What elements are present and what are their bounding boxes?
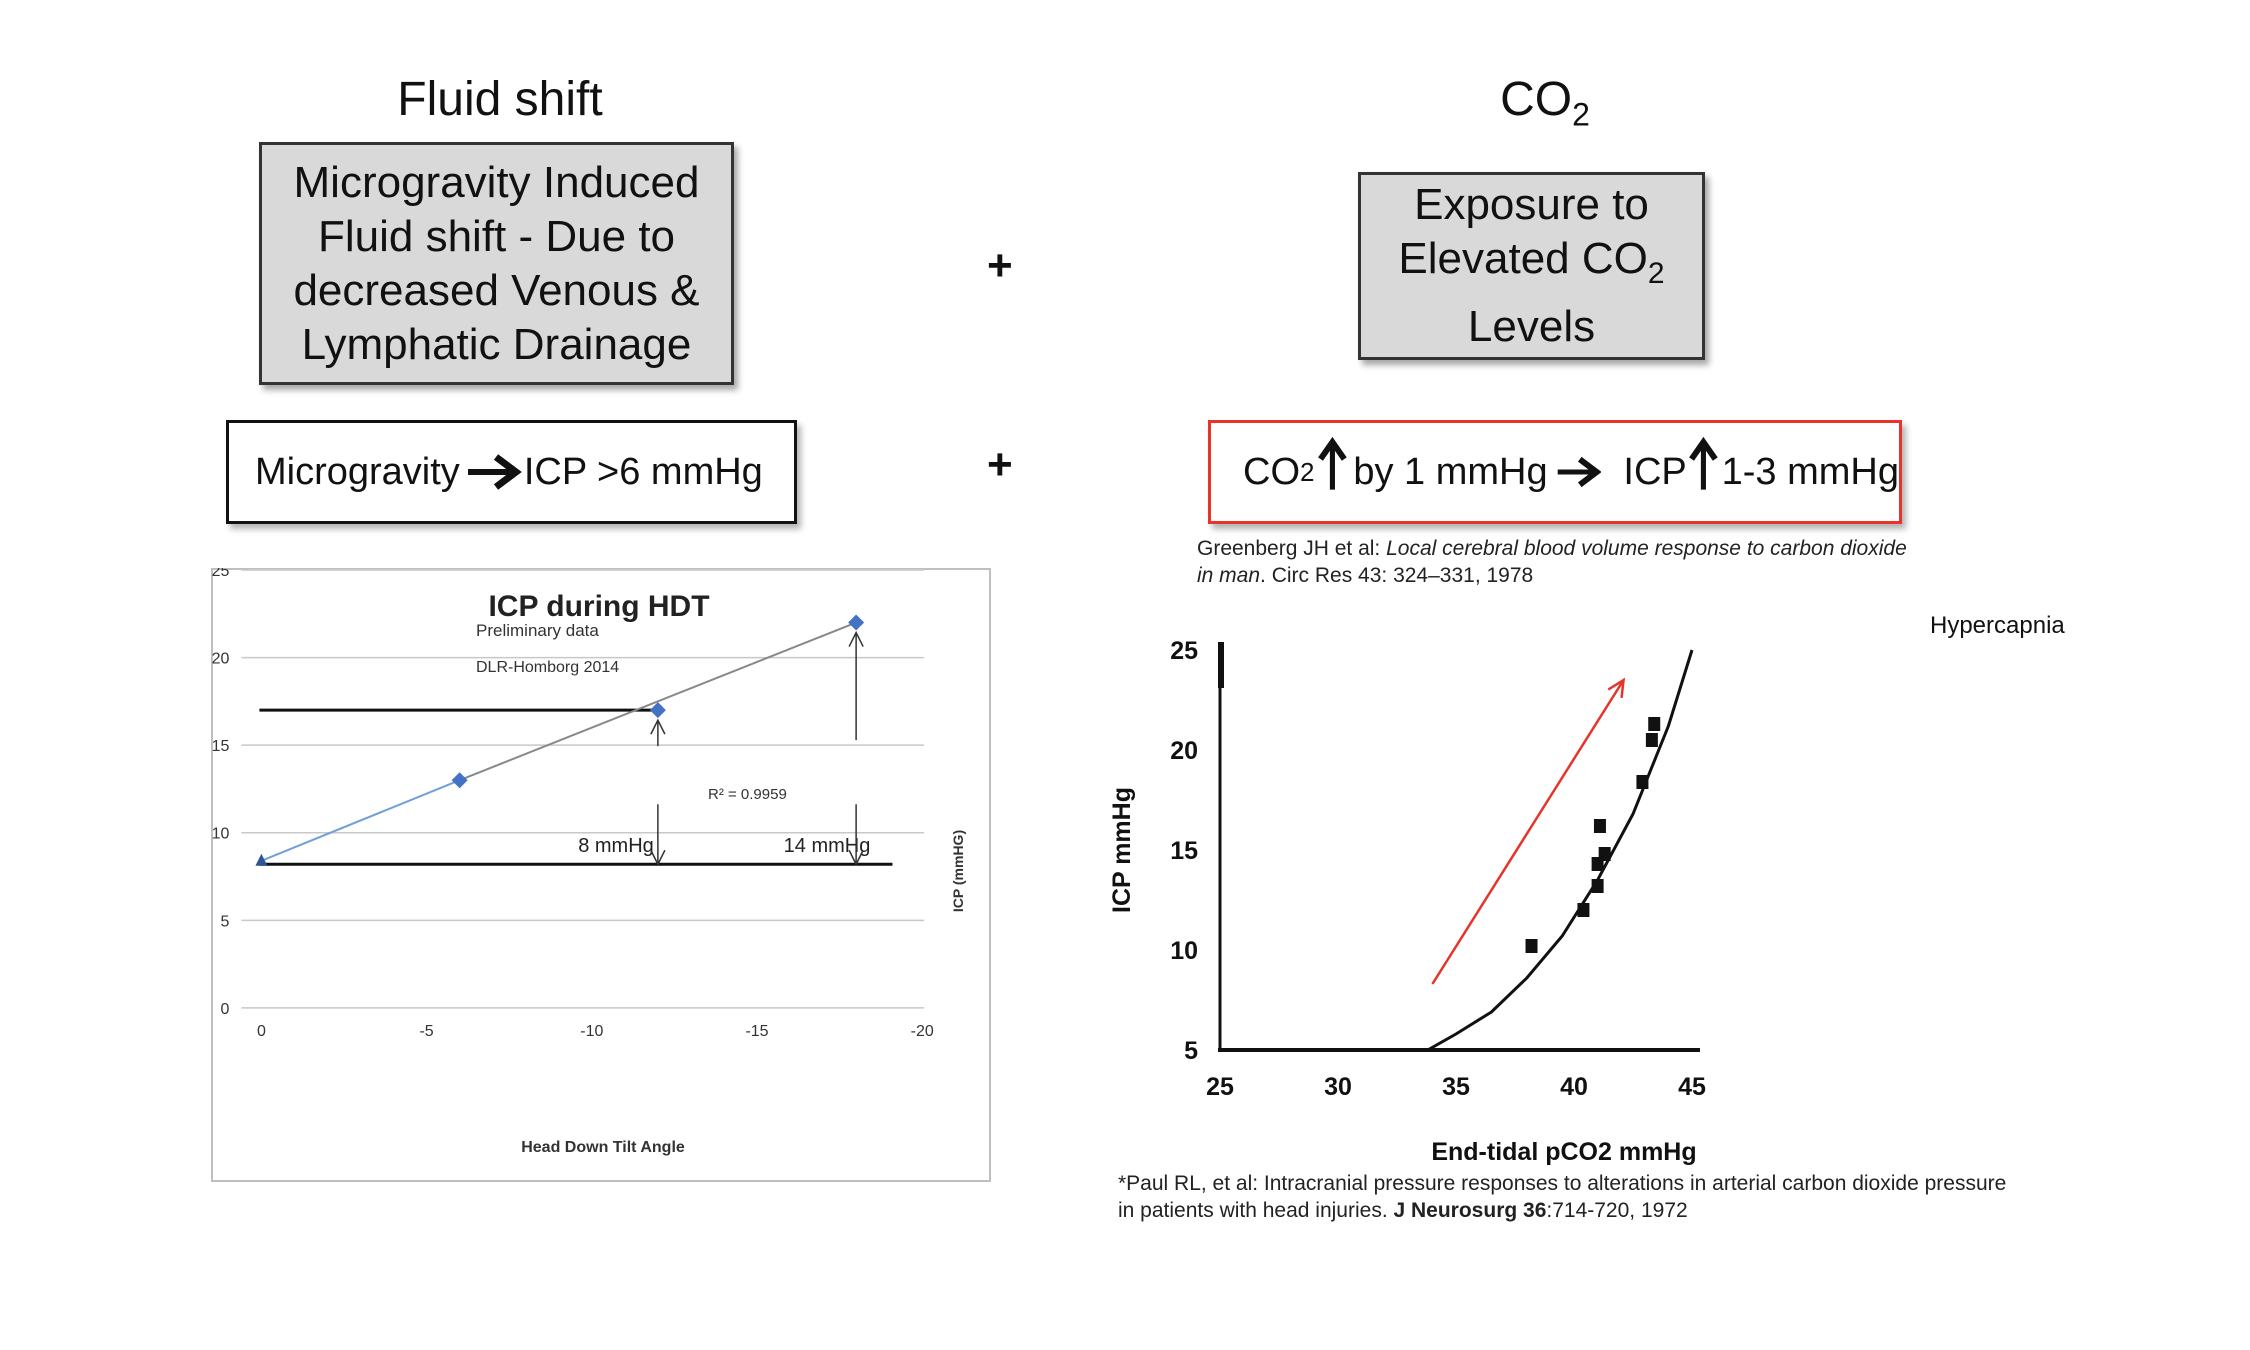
arrow-down-8mmhg-head: [650, 849, 666, 866]
co2-box-line: Levels: [1467, 302, 1596, 352]
y-tick-label: 10: [212, 826, 230, 843]
formula-microgravity: Microgravity: [255, 450, 460, 493]
data-point: [649, 702, 666, 719]
trend-arrow: [1431, 679, 1625, 985]
fluid-shift-line: Microgravity Induced: [293, 157, 700, 207]
y-tick-label: 10: [1170, 937, 1198, 965]
formula-icp: ICP: [1623, 450, 1687, 493]
axis-thick-top: [1218, 642, 1224, 688]
plus-sign: +: [987, 440, 1013, 489]
paul-reference: *Paul RL, et al: Intracranial pressure r…: [1118, 1170, 2198, 1224]
data-point: [1591, 879, 1604, 893]
hypercapnia-curve: [1220, 649, 1694, 1052]
formula-co: CO: [1243, 450, 1300, 493]
series-label-hypercapnia: Hypercapnia: [1930, 612, 2065, 639]
y-tick-label: 15: [1170, 837, 1198, 865]
x-tick-label: -10: [580, 1023, 603, 1040]
y-axis-label: ICP (mmHG): [950, 830, 966, 912]
y-tick-label: 5: [220, 913, 229, 930]
icp-pco2-chart: Hypercapnia End-tidal pCO2 mmHg ICP mmHg…: [1108, 612, 2065, 1166]
plus-sign: +: [987, 241, 1013, 290]
data-point: [1593, 819, 1606, 833]
formula-1-3: 1-3 mmHg: [1721, 450, 1899, 493]
data-point: [1577, 903, 1590, 917]
co2-box-line-main: Elevated CO: [1398, 233, 1648, 283]
arrow-up-14mmhg-head: [848, 630, 864, 647]
chart-source-note: DLR-Homborg 2014: [476, 659, 619, 676]
formula-co-sub: 2: [1300, 456, 1315, 487]
co2-heading-main: CO: [1500, 73, 1573, 126]
x-tick-label: 40: [1560, 1073, 1588, 1101]
y-tick-label: 5: [1184, 1037, 1198, 1065]
right-arrow-icon: [1557, 456, 1602, 488]
y-axis-label: ICP mmHg: [1108, 787, 1136, 913]
co2-box-line: Exposure to: [1414, 179, 1649, 229]
fluid-shift-line: decreased Venous &: [293, 265, 700, 315]
annotation-8mmhg: 8 mmHg: [578, 835, 654, 857]
co2-heading: CO2: [1405, 72, 1685, 134]
ref2-line2-a: in patients with head injuries.: [1118, 1199, 1394, 1222]
fluid-shift-line: Fluid shift - Due to: [317, 211, 676, 261]
x-tick-label: 0: [257, 1023, 266, 1040]
ref1-authors: Greenberg JH et al:: [1197, 537, 1381, 560]
ref2-line2: in patients with head injuries. J Neuros…: [1118, 1197, 2198, 1224]
y-tick-label: 20: [1170, 737, 1198, 765]
data-point: [1636, 775, 1649, 789]
x-tick-label: 25: [1206, 1073, 1234, 1101]
co2-exposure-box: Exposure to Elevated CO2 Levels: [1358, 172, 1705, 360]
ref2-line2-b: :714-720, 1972: [1546, 1199, 1688, 1222]
formula-icp-6: ICP >6 mmHg: [523, 450, 763, 493]
y-tick-label: 20: [212, 651, 230, 668]
trend-segment: [459, 621, 857, 782]
y-tick-label: 25: [1170, 637, 1198, 665]
x-tick-label: -15: [745, 1023, 768, 1040]
ref1-title-a: Local cerebral blood volume response to …: [1386, 537, 1907, 560]
data-point: [848, 614, 865, 631]
y-tick-label: 0: [220, 1001, 229, 1018]
y-tick-label: 25: [212, 568, 230, 580]
arrow-down-14mmhg-head: [848, 849, 864, 866]
co2-formula-box: CO 2 by 1 mmHg ICP 1-3 mmHg: [1208, 420, 1902, 524]
x-tick-label: -5: [419, 1023, 433, 1040]
co2-box-line-sub: 2: [1647, 256, 1665, 290]
x-tick-label: 35: [1442, 1073, 1470, 1101]
ref2-line1: *Paul RL, et al: Intracranial pressure r…: [1118, 1172, 2007, 1195]
x-axis-label: Head Down Tilt Angle: [521, 1139, 685, 1156]
x-axis-label: End-tidal pCO2 mmHg: [1431, 1138, 1696, 1166]
ref1-journal: . Circ Res 43: 324–331, 1978: [1260, 564, 1534, 587]
x-tick-label: 30: [1324, 1073, 1352, 1101]
chart-title: ICP during HDT: [488, 590, 709, 623]
x-tick-label: 45: [1678, 1073, 1706, 1101]
x-tick-label: -20: [911, 1023, 934, 1040]
fluid-shift-heading: Fluid shift: [397, 73, 603, 126]
data-point: [1645, 733, 1658, 747]
ref2-journal: J Neurosurg 36: [1393, 1199, 1547, 1222]
arrow-up-8mmhg-head: [650, 718, 666, 735]
data-point: [1598, 847, 1611, 861]
trend-segment: [261, 779, 461, 862]
right-arrow-icon: [467, 454, 522, 490]
data-point: [1648, 717, 1661, 731]
annotation-14mmhg: 14 mmHg: [784, 835, 871, 857]
microgravity-formula-box: Microgravity ICP >6 mmHg: [226, 420, 797, 524]
fluid-shift-line: Lymphatic Drainage: [301, 319, 692, 369]
data-point: [255, 853, 268, 866]
trend-arrow-head: [1607, 677, 1626, 699]
y-tick-label: 15: [212, 738, 230, 755]
data-point: [1525, 939, 1538, 953]
formula-by-1: by 1 mmHg: [1353, 450, 1548, 493]
co2-heading-sub: 2: [1572, 96, 1590, 133]
greenberg-reference: Greenberg JH et al: Local cerebral blood…: [1197, 535, 1997, 589]
fluid-shift-box: Microgravity Induced Fluid shift - Due t…: [259, 142, 734, 385]
icp-hdt-chart-panel: ICP during HDT Preliminary data DLR-Homb…: [211, 568, 991, 1182]
ref1-title-b: in man: [1197, 564, 1261, 587]
chart-subtitle: Preliminary data: [476, 621, 599, 640]
data-point: [451, 772, 468, 789]
r-squared-label: R² = 0.9959: [708, 786, 787, 803]
up-arrow-icon: [1688, 436, 1718, 490]
co2-box-line: Elevated CO2: [1398, 232, 1664, 301]
icp-hdt-chart: ICP during HDT Preliminary data DLR-Homb…: [212, 568, 966, 1156]
up-arrow-icon: [1318, 436, 1348, 490]
